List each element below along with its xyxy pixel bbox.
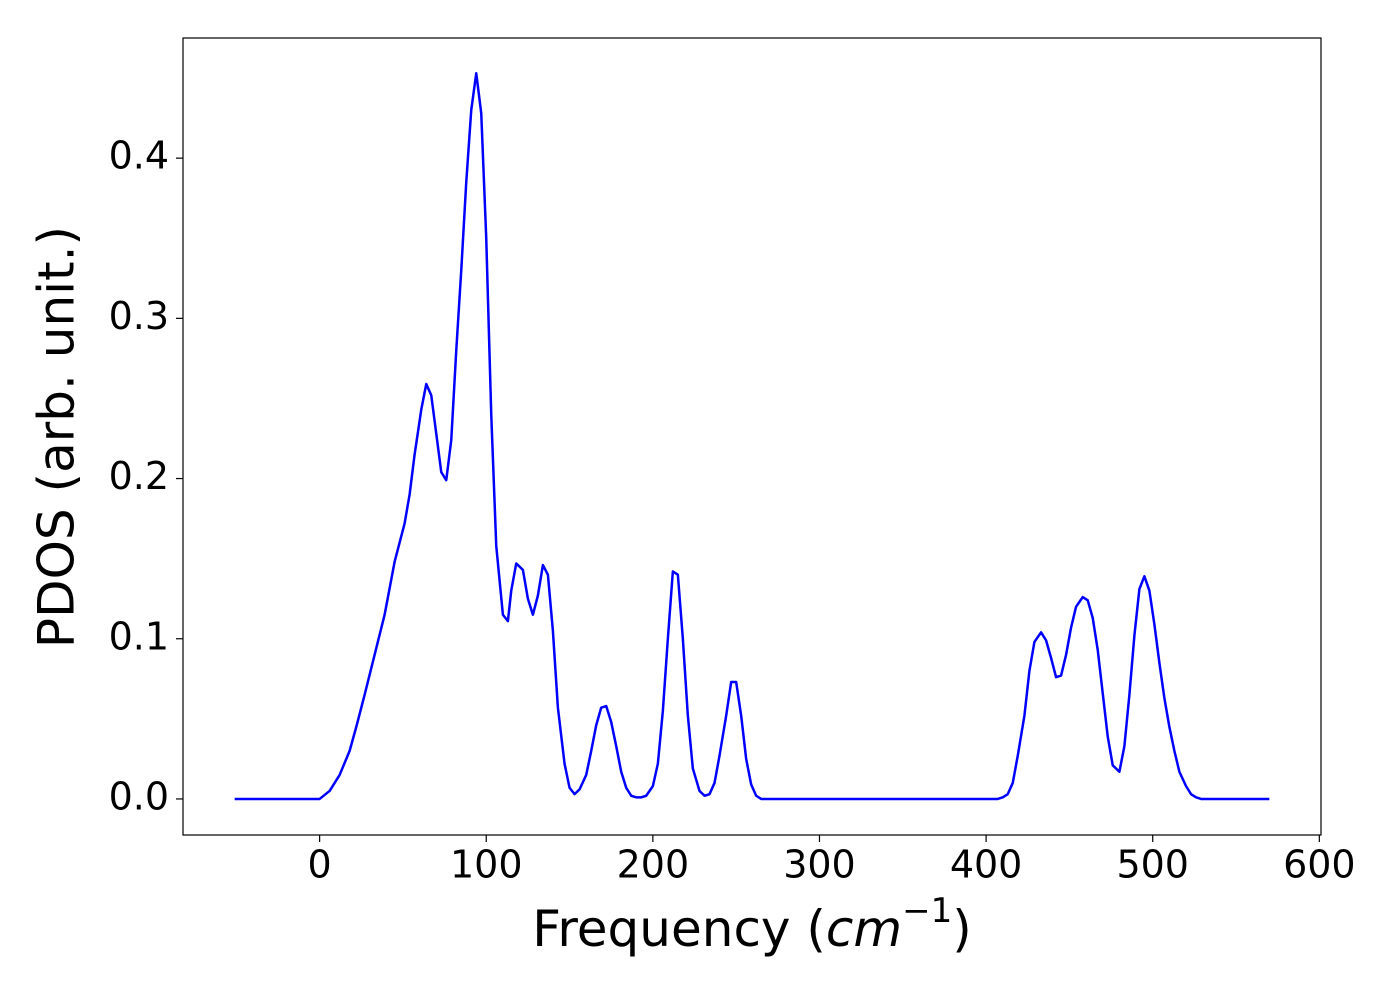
y-tick-label: 0.1	[109, 614, 169, 658]
y-tick-label: 0.3	[109, 294, 169, 338]
y-tick-label: 0.2	[109, 454, 169, 498]
x-tick-label: 400	[950, 843, 1023, 887]
x-axis-label: Frequency (cm−1)	[532, 891, 972, 958]
x-tick-label: 500	[1116, 843, 1189, 887]
x-tick-label: 300	[783, 843, 856, 887]
y-tick-label: 0.4	[109, 134, 169, 178]
x-tick-label: 200	[617, 843, 690, 887]
pdos-line	[234, 71, 1270, 801]
x-tick-label: 0	[308, 843, 332, 887]
x-label-sup: −1	[902, 891, 952, 931]
plot-frame	[182, 37, 1322, 836]
y-tick-label: 0.0	[109, 774, 169, 818]
x-label-math: cm	[826, 900, 902, 958]
x-label-close: )	[952, 900, 972, 958]
y-axis-label: PDOS (arb. unit.)	[28, 226, 86, 648]
x-label-text: Frequency (	[532, 900, 826, 958]
x-tick-label: 600	[1283, 843, 1356, 887]
x-tick-label: 100	[450, 843, 523, 887]
